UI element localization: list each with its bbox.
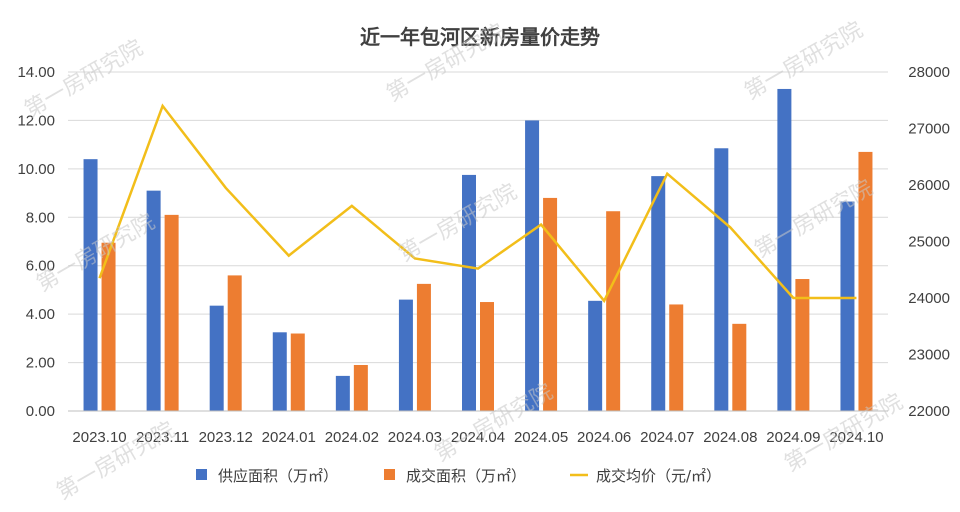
supply-bar bbox=[588, 300, 603, 411]
supply-bar bbox=[398, 299, 413, 411]
transaction-bar bbox=[101, 242, 116, 411]
legend-avg-price: 成交均价（元/㎡） bbox=[570, 467, 721, 485]
x-tick-label: 2023.10 bbox=[72, 429, 126, 446]
supply-bar bbox=[209, 305, 224, 411]
transaction-bar bbox=[290, 333, 305, 411]
transaction-bar bbox=[353, 364, 368, 411]
supply-bar bbox=[83, 159, 98, 411]
legend-swatch bbox=[384, 469, 395, 480]
left-tick-label: 6.00 bbox=[26, 258, 55, 275]
bar-series bbox=[83, 88, 873, 411]
right-tick-label: 24000 bbox=[908, 290, 950, 307]
x-tick-label: 2024.10 bbox=[829, 429, 883, 446]
supply-bar bbox=[462, 174, 476, 411]
left-tick-label: 10.00 bbox=[17, 161, 55, 178]
x-axis: 2023.10 2023.11 2023.12 2024.01 2024.02 2024.… bbox=[68, 410, 888, 446]
x-tick-label: 2024.06 bbox=[577, 429, 631, 446]
transaction-bar bbox=[227, 275, 242, 411]
legend-label: 成交面积（万㎡） bbox=[406, 467, 526, 485]
legend-label: 成交均价（元/㎡） bbox=[596, 467, 721, 485]
watermark-text: 第一房研究院 bbox=[741, 18, 868, 106]
supply-bar bbox=[777, 88, 792, 411]
watermark-text: 第一房研究院 bbox=[751, 176, 878, 264]
right-tick-label: 26000 bbox=[908, 177, 950, 194]
x-tick-label: 2024.04 bbox=[451, 429, 505, 446]
chart-title: 近一年包河区新房量价走势 bbox=[360, 25, 600, 49]
transaction-bar bbox=[543, 197, 558, 411]
x-tick-label: 2024.05 bbox=[514, 429, 568, 446]
x-tick-label: 2024.03 bbox=[388, 429, 442, 446]
supply-bar bbox=[146, 190, 161, 411]
right-tick-label: 22000 bbox=[908, 403, 950, 420]
x-tick-label: 2023.12 bbox=[199, 429, 253, 446]
right-tick-label: 23000 bbox=[908, 347, 950, 364]
x-tick-label: 2024.09 bbox=[766, 429, 820, 446]
left-tick-label: 0.00 bbox=[26, 403, 55, 420]
supply-bar bbox=[272, 332, 287, 411]
transaction-bar bbox=[164, 214, 179, 411]
supply-bar bbox=[651, 176, 666, 411]
legend-supply: 供应面积（万㎡） bbox=[196, 467, 338, 485]
transaction-bar bbox=[606, 211, 621, 411]
x-tick-label: 2024.08 bbox=[703, 429, 757, 446]
watermark-text: 第一房研究院 bbox=[395, 180, 522, 268]
transaction-bar bbox=[669, 304, 684, 411]
transaction-bar bbox=[795, 279, 810, 411]
avg-price-line bbox=[98, 103, 857, 304]
legend-transaction: 成交面积（万㎡） bbox=[384, 467, 526, 485]
x-tick-label: 2024.02 bbox=[325, 429, 379, 446]
transaction-bar bbox=[732, 323, 747, 411]
left-tick-label: 14.00 bbox=[17, 64, 55, 81]
right-tick-label: 28000 bbox=[908, 64, 950, 81]
supply-bar bbox=[840, 201, 855, 411]
right-tick-label: 27000 bbox=[908, 121, 950, 138]
legend-label: 供应面积（万㎡） bbox=[218, 467, 338, 485]
left-tick-label: 2.00 bbox=[26, 355, 55, 372]
left-tick-label: 8.00 bbox=[26, 209, 55, 226]
line-series bbox=[98, 103, 857, 304]
transaction-bar bbox=[858, 151, 873, 411]
right-tick-label: 25000 bbox=[908, 234, 950, 251]
x-tick-label: 2024.01 bbox=[262, 429, 316, 446]
supply-bar bbox=[714, 148, 729, 411]
x-tick-label: 2024.07 bbox=[640, 429, 694, 446]
left-y-axis: 0.00 2.00 4.00 6.00 8.00 10.00 12.00 14.00 bbox=[17, 64, 55, 420]
supply-bar bbox=[335, 375, 350, 411]
legend-swatch bbox=[196, 469, 207, 480]
x-tick-label: 2023.11 bbox=[136, 429, 189, 446]
left-tick-label: 4.00 bbox=[26, 306, 55, 323]
transaction-bar bbox=[416, 283, 431, 411]
right-y-axis: 22000 23000 24000 25000 26000 27000 28000 bbox=[908, 64, 950, 420]
supply-bar bbox=[525, 120, 540, 411]
legend: 供应面积（万㎡） 成交面积（万㎡） 成交均价（元/㎡） bbox=[196, 467, 721, 485]
transaction-bar bbox=[480, 302, 494, 411]
left-tick-label: 12.00 bbox=[17, 112, 55, 129]
